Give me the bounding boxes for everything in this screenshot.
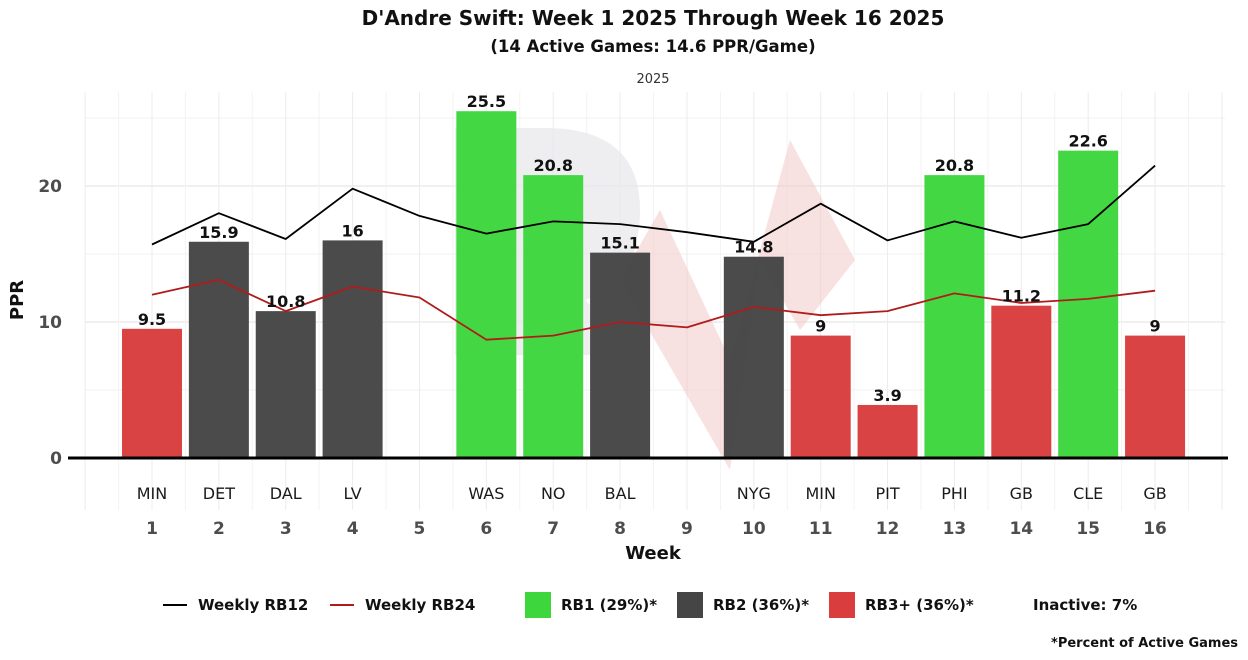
chart-subtitle: (14 Active Games: 14.6 PPR/Game) xyxy=(490,37,815,56)
x-tick-label: 2 xyxy=(213,519,225,539)
footnote: *Percent of Active Games xyxy=(1051,636,1238,651)
x-tick-label: 15 xyxy=(1076,519,1100,539)
opponent-label: LV xyxy=(344,484,362,503)
opponent-label: GB xyxy=(1010,484,1033,503)
bar-value-label: 9 xyxy=(815,317,826,336)
bar-week-12 xyxy=(857,404,918,458)
legend-item: Weekly RB24 xyxy=(330,596,475,614)
bar-week-14 xyxy=(991,305,1052,458)
bar-value-label: 20.8 xyxy=(935,156,974,175)
bar-value-label: 16 xyxy=(341,221,363,240)
x-axis-label: Week xyxy=(625,543,682,564)
legend-color-swatch xyxy=(525,592,551,618)
legend-color-swatch xyxy=(677,592,703,618)
chart-title: D'Andre Swift: Week 1 2025 Through Week … xyxy=(362,6,945,30)
x-tick-label: 4 xyxy=(347,519,359,539)
legend-item: RB3+ (36%)* xyxy=(829,592,974,618)
bar-value-label: 15.1 xyxy=(600,234,639,253)
bar-week-7 xyxy=(523,175,584,458)
legend: Weekly RB12 Weekly RB24 RB1 (29%)* RB2 (36%… xyxy=(163,592,1137,618)
bar-week-4 xyxy=(322,240,383,458)
y-tick-label: 20 xyxy=(38,177,62,197)
bar-value-labels: 9.5 15.9 10.8 16 25.5 20.8 15.1 14.8 9 3.9 20.8 11.… xyxy=(138,92,1161,405)
opponent-label: BAL xyxy=(605,484,636,503)
x-tick-label: 6 xyxy=(480,519,492,539)
x-tick-label: 10 xyxy=(742,519,766,539)
opponent-label: CLE xyxy=(1073,484,1103,503)
opponent-labels: MIN DET DAL LV WAS NO BAL NYG MIN PIT PHI GB CLE GB xyxy=(137,484,1167,503)
legend-label: Weekly RB24 xyxy=(365,596,475,614)
y-tick-label: 0 xyxy=(50,449,62,469)
bar-value-label: 15.9 xyxy=(199,223,238,242)
legend-item: RB1 (29%)* xyxy=(525,592,657,618)
watermark-zigzag-shape xyxy=(620,140,855,470)
facet-label: 2025 xyxy=(636,72,669,87)
bar-value-label: 20.8 xyxy=(533,156,572,175)
bar-week-6 xyxy=(456,111,517,458)
reference-lines xyxy=(151,164,1156,341)
legend-label: RB3+ (36%)* xyxy=(865,596,974,614)
legend-label: Inactive: 7% xyxy=(1033,596,1137,614)
line-weekly-rb24 xyxy=(151,278,1156,341)
legend-label: RB1 (29%)* xyxy=(561,596,657,614)
x-tick-label: 16 xyxy=(1143,519,1167,539)
legend-item: Weekly RB12 xyxy=(163,596,308,614)
legend-label: RB2 (36%)* xyxy=(713,596,809,614)
y-axis-ticks: 0 10 20 xyxy=(38,177,62,469)
y-tick-label: 10 xyxy=(38,313,62,333)
bar-week-8 xyxy=(590,252,651,458)
x-tick-label: 12 xyxy=(876,519,900,539)
x-tick-label: 5 xyxy=(414,519,426,539)
opponent-label: NYG xyxy=(737,484,771,503)
bar-value-label: 22.6 xyxy=(1068,132,1107,151)
bar-week-3 xyxy=(255,311,316,458)
opponent-label: WAS xyxy=(468,484,504,503)
x-tick-label: 13 xyxy=(943,519,967,539)
opponent-label: DET xyxy=(203,484,235,503)
x-tick-label: 8 xyxy=(614,519,626,539)
bar-week-15 xyxy=(1058,150,1119,458)
bar-value-label: 11.2 xyxy=(1002,287,1041,306)
bar-value-label: 25.5 xyxy=(467,92,506,111)
legend-item: Inactive: 7% xyxy=(1033,596,1137,614)
x-tick-label: 1 xyxy=(146,519,158,539)
bar-value-label: 14.8 xyxy=(734,238,773,257)
legend-item: RB2 (36%)* xyxy=(677,592,809,618)
bar-week-11 xyxy=(790,335,851,458)
legend-label: Weekly RB12 xyxy=(198,596,308,614)
bar-week-10 xyxy=(723,256,784,458)
legend-color-swatch xyxy=(829,592,855,618)
bar-value-label: 10.8 xyxy=(266,292,305,311)
x-tick-label: 7 xyxy=(547,519,559,539)
bar-value-label: 3.9 xyxy=(873,386,901,405)
opponent-label: PHI xyxy=(941,484,967,503)
x-axis-ticks: 1 2 3 4 5 6 7 8 9 10 11 12 13 14 15 16 xyxy=(146,519,1167,539)
bar-value-label: 9 xyxy=(1149,317,1160,336)
line-weekly-rb12 xyxy=(151,164,1156,246)
opponent-label: MIN xyxy=(137,484,168,503)
opponent-label: MIN xyxy=(805,484,836,503)
bar-week-16 xyxy=(1125,335,1186,458)
bar-week-2 xyxy=(188,241,249,458)
x-tick-label: 3 xyxy=(280,519,292,539)
bars xyxy=(122,111,1186,458)
bar-week-1 xyxy=(122,328,182,458)
y-axis-label: PPR xyxy=(7,280,28,320)
bar-week-13 xyxy=(924,175,985,458)
opponent-label: DAL xyxy=(270,484,302,503)
x-tick-label: 14 xyxy=(1009,519,1033,539)
opponent-label: NO xyxy=(541,484,566,503)
opponent-label: GB xyxy=(1143,484,1166,503)
x-tick-label: 9 xyxy=(681,519,693,539)
x-tick-label: 11 xyxy=(809,519,833,539)
bar-value-label: 9.5 xyxy=(138,310,166,329)
opponent-label: PIT xyxy=(875,484,899,503)
